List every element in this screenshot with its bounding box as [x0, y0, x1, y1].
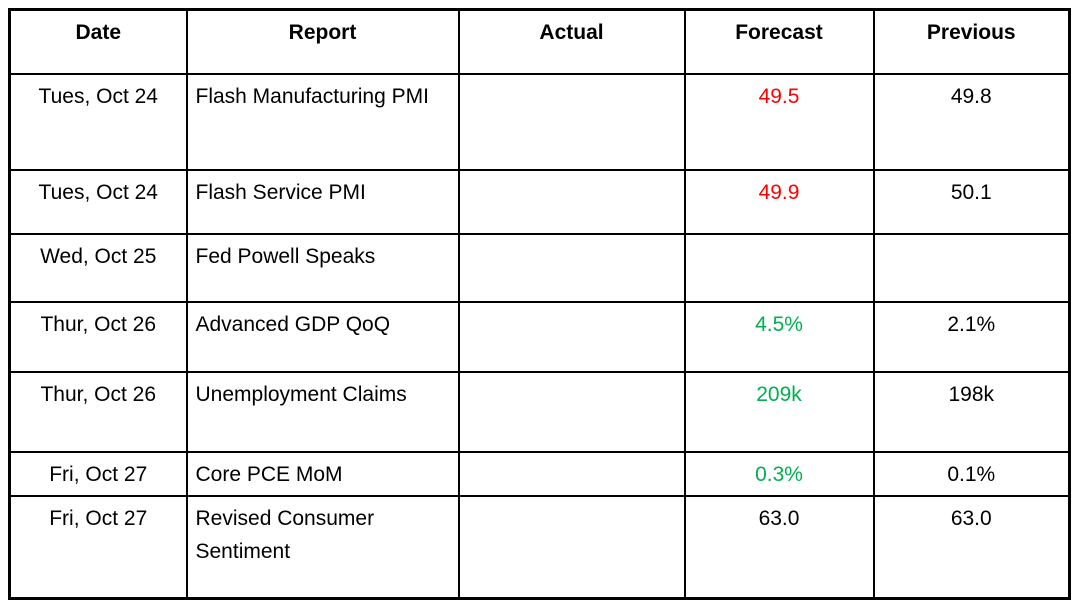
cell-previous: 2.1% — [872, 300, 1071, 373]
cell-date: Tues, Oct 24 — [8, 72, 188, 171]
cell-actual — [457, 168, 686, 235]
cell-date: Wed, Oct 25 — [8, 232, 188, 303]
table-body: Tues, Oct 24 Flash Manufacturing PMI 49.5 4… — [8, 72, 1071, 600]
cell-previous — [872, 232, 1071, 303]
cell-report: Flash Service PMI — [185, 168, 460, 235]
header-cell-previous: Previous — [872, 8, 1071, 75]
cell-report: Flash Manufacturing PMI — [185, 72, 460, 171]
cell-forecast: 49.5 — [683, 72, 875, 171]
cell-date: Tues, Oct 24 — [8, 168, 188, 235]
header-cell-date: Date — [8, 8, 188, 75]
header-cell-forecast: Forecast — [683, 8, 875, 75]
table-row: Thur, Oct 26 Advanced GDP QoQ 4.5% 2.1% — [8, 300, 1071, 373]
cell-date: Fri, Oct 27 — [8, 495, 188, 600]
cell-actual — [457, 300, 686, 373]
table-row: Tues, Oct 24 Flash Service PMI 49.9 50.1 — [8, 168, 1071, 235]
cell-date: Thur, Oct 26 — [8, 370, 188, 453]
cell-previous: 50.1 — [872, 168, 1071, 235]
header-cell-report: Report — [185, 8, 460, 75]
cell-previous: 49.8 — [872, 72, 1071, 171]
cell-previous: 0.1% — [872, 450, 1071, 498]
cell-report: Revised Consumer Sentiment — [185, 495, 460, 600]
cell-forecast: 63.0 — [683, 495, 875, 600]
cell-actual — [457, 495, 686, 600]
cell-actual — [457, 370, 686, 453]
cell-actual — [457, 232, 686, 303]
cell-forecast: 0.3% — [683, 450, 875, 498]
economic-calendar-table: Date Report Actual Forecast Previous Tues, O… — [8, 8, 1071, 600]
cell-report: Core PCE MoM — [185, 450, 460, 498]
cell-actual — [457, 72, 686, 171]
cell-previous: 198k — [872, 370, 1071, 453]
cell-actual — [457, 450, 686, 498]
cell-report: Advanced GDP QoQ — [185, 300, 460, 373]
header-cell-actual: Actual — [457, 8, 686, 75]
cell-forecast: 4.5% — [683, 300, 875, 373]
table-row: Wed, Oct 25 Fed Powell Speaks — [8, 232, 1071, 303]
cell-report: Fed Powell Speaks — [185, 232, 460, 303]
cell-date: Thur, Oct 26 — [8, 300, 188, 373]
cell-previous: 63.0 — [872, 495, 1071, 600]
table-row: Fri, Oct 27 Revised Consumer Sentiment 63.… — [8, 495, 1071, 600]
cell-date: Fri, Oct 27 — [8, 450, 188, 498]
cell-report: Unemployment Claims — [185, 370, 460, 453]
cell-forecast — [683, 232, 875, 303]
cell-forecast: 49.9 — [683, 168, 875, 235]
table-row: Tues, Oct 24 Flash Manufacturing PMI 49.5 4… — [8, 72, 1071, 171]
header-row: Date Report Actual Forecast Previous — [8, 8, 1071, 75]
cell-forecast: 209k — [683, 370, 875, 453]
table-row: Fri, Oct 27 Core PCE MoM 0.3% 0.1% — [8, 450, 1071, 498]
table-row: Thur, Oct 26 Unemployment Claims 209k 198k — [8, 370, 1071, 453]
